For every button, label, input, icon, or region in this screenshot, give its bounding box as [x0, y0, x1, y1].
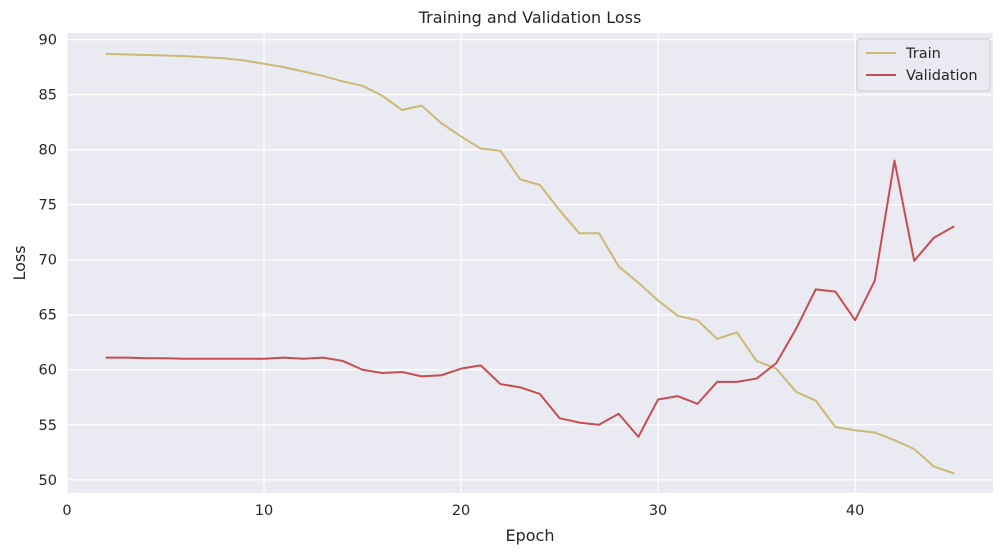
y-tick-label: 75	[39, 198, 57, 214]
chart-title: Training and Validation Loss	[418, 8, 642, 27]
legend-label-train: Train	[905, 46, 941, 62]
x-tick-label: 20	[452, 503, 470, 519]
series-line-train	[105, 52, 955, 475]
y-axis-label: Loss	[10, 245, 29, 280]
x-axis-label: Epoch	[506, 526, 555, 545]
y-tick-label: 80	[39, 143, 57, 159]
grid	[66, 33, 993, 493]
y-tick-label: 90	[39, 33, 57, 49]
y-axis-ticks: 50 55 60 65 70 75 80 85 90	[39, 33, 57, 489]
x-tick-label: 10	[255, 503, 273, 519]
x-tick-label: 40	[846, 503, 864, 519]
legend-label-validation: Validation	[906, 68, 978, 84]
y-tick-label: 55	[39, 418, 57, 434]
x-axis-ticks: 0 10 20 30 40	[62, 503, 864, 519]
plot-area	[67, 33, 993, 493]
series-lines	[105, 52, 955, 475]
y-tick-label: 65	[39, 308, 57, 324]
x-tick-label: 0	[62, 503, 71, 519]
legend: Train Validation	[856, 38, 991, 92]
y-tick-label: 50	[39, 473, 57, 489]
y-tick-label: 85	[39, 88, 57, 104]
x-tick-label: 30	[649, 503, 667, 519]
y-tick-label: 60	[39, 363, 57, 379]
y-tick-label: 70	[39, 253, 57, 269]
series-line-validation	[105, 159, 955, 438]
